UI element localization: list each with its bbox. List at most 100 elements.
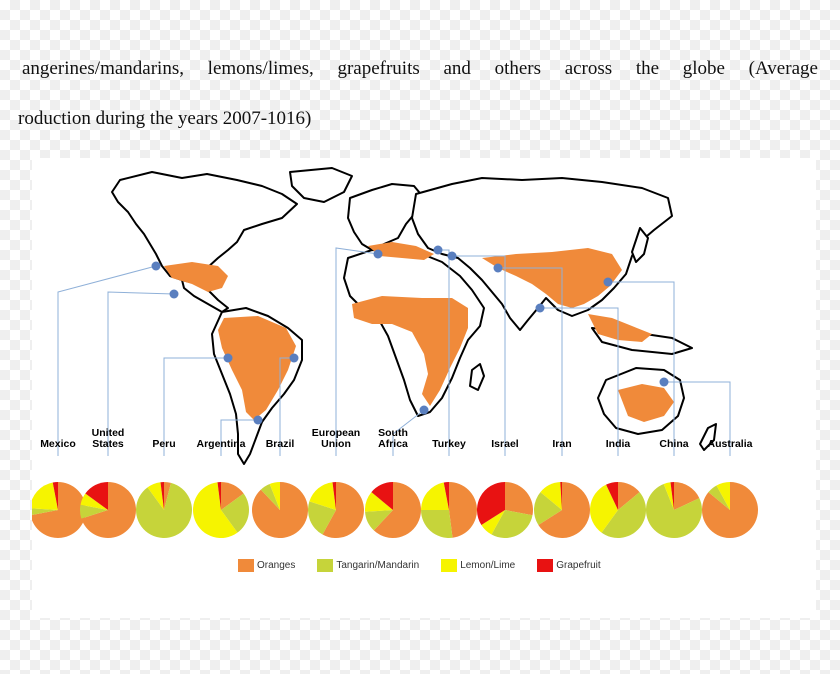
pie-slice-oranges (322, 482, 364, 538)
country-label: Australia (690, 439, 770, 450)
japan (631, 227, 649, 263)
country-label-line: United (91, 427, 125, 439)
country-label-line: South (378, 427, 408, 439)
caption-word: grapefruits (337, 58, 420, 79)
country-label: Israel (465, 439, 545, 450)
country-label-line: India (605, 438, 631, 450)
leader-line (57, 265, 157, 456)
country-markers (151, 245, 669, 425)
caption-line-1: angerines/mandarins, lemons/limes, grapefr… (22, 58, 818, 80)
pie-slice-tangarin-mandarin (221, 493, 249, 533)
country-label-line: Mexico (40, 438, 76, 450)
pie-slice-lemon-lime (80, 493, 108, 510)
country-label-line: States (92, 438, 124, 450)
pie-slice-lemon-lime (364, 492, 393, 512)
pie-slice-tangarin-mandarin (32, 508, 58, 515)
pie-slice-grapefruit (332, 482, 336, 510)
country-marker (151, 261, 161, 271)
pie-chart (308, 482, 364, 538)
pie-chart (136, 482, 193, 538)
caption-word: the (635, 58, 660, 79)
pie-slice-grapefruit (477, 482, 505, 526)
country-label: China (634, 439, 714, 450)
region-southeast-asia (588, 314, 652, 342)
country-marker (447, 251, 457, 261)
legend-swatch (238, 559, 254, 572)
pie-slice-oranges (81, 482, 136, 538)
pie-slice-lemon-lime (309, 482, 336, 510)
leader-line (664, 381, 731, 456)
leader-line (452, 255, 506, 456)
country-marker (169, 289, 179, 299)
pie-slice-tangarin-mandarin (534, 492, 562, 526)
leader-line (498, 267, 563, 456)
citrus-production-figure: Mexico United States Peru Argentina Brazil Eur… (32, 158, 816, 618)
leader-line (392, 409, 425, 456)
pie-charts (32, 482, 759, 538)
country-label-line: China (659, 438, 689, 450)
legend-swatch (537, 559, 554, 572)
country-marker (433, 245, 443, 255)
country-label: South Africa (353, 428, 433, 450)
pie-slice-lemon-lime (147, 482, 164, 510)
pie-chart (80, 482, 136, 538)
europe (347, 183, 425, 251)
country-marker (253, 415, 263, 425)
pie-chart (702, 482, 759, 538)
pie-slice-tangarin-mandarin (260, 483, 280, 510)
pie-slice-tangarin-mandarin (136, 482, 193, 538)
region-mediterranean (368, 242, 434, 260)
leader-line (220, 419, 258, 456)
pie-slice-tangarin-mandarin (645, 483, 702, 538)
country-label-line: Iran (552, 438, 572, 450)
caption-word: others (494, 58, 541, 79)
pie-slice-oranges (221, 482, 244, 510)
country-marker (493, 263, 503, 273)
pie-chart (477, 482, 533, 538)
pie-slice-lemon-lime (590, 484, 618, 533)
pie-slice-grapefruit (160, 482, 164, 510)
country-label-line: Brazil (265, 438, 295, 450)
legend-swatch (441, 559, 458, 572)
pie-slice-lemon-lime (269, 482, 280, 510)
pie-chart (645, 482, 702, 538)
region-south-america (218, 316, 296, 420)
country-label: Iran (522, 439, 602, 450)
country-label: India (578, 439, 658, 450)
country-label: Peru (124, 439, 204, 450)
caption-word: (Average (748, 58, 818, 79)
new-zealand (699, 423, 717, 451)
region-mexico-us (164, 262, 228, 292)
country-label: Argentina (181, 439, 261, 450)
country-marker (659, 377, 669, 387)
pie-slice-oranges (618, 482, 640, 510)
caption-word: across (564, 58, 613, 79)
country-marker (603, 277, 613, 287)
leader-line (335, 247, 379, 456)
pie-slice-oranges (674, 482, 700, 510)
legend-item-lemon-lime: Lemon/Lime (441, 559, 515, 572)
caption-word: globe (682, 58, 725, 79)
pie-slice-oranges (164, 482, 171, 510)
country-label-line: Union (321, 438, 351, 450)
leader-lines (57, 247, 731, 456)
country-label-line: Israel (491, 438, 519, 450)
caption-line-2: roduction during the years 2007-1016) (18, 108, 312, 129)
madagascar (469, 363, 485, 391)
pie-chart (364, 482, 422, 538)
country-label-line: Argentina (196, 438, 246, 450)
pie-slice-lemon-lime (663, 482, 674, 510)
country-label: United States (68, 428, 148, 450)
country-marker (535, 303, 545, 313)
legend-label: Lemon/Lime (460, 560, 516, 571)
country-label-line: Peru (152, 438, 176, 450)
pie-slice-lemon-lime (716, 482, 730, 510)
country-label-line: Africa (378, 438, 408, 450)
pie-slice-grapefruit (606, 482, 618, 510)
pie-chart (193, 482, 249, 538)
caption-word: lemons/limes, (207, 58, 314, 79)
pie-slice-oranges (373, 482, 422, 538)
pie-slice-grapefruit (85, 482, 108, 510)
pie-slice-lemon-lime (421, 482, 449, 510)
country-label: Turkey (409, 439, 489, 450)
